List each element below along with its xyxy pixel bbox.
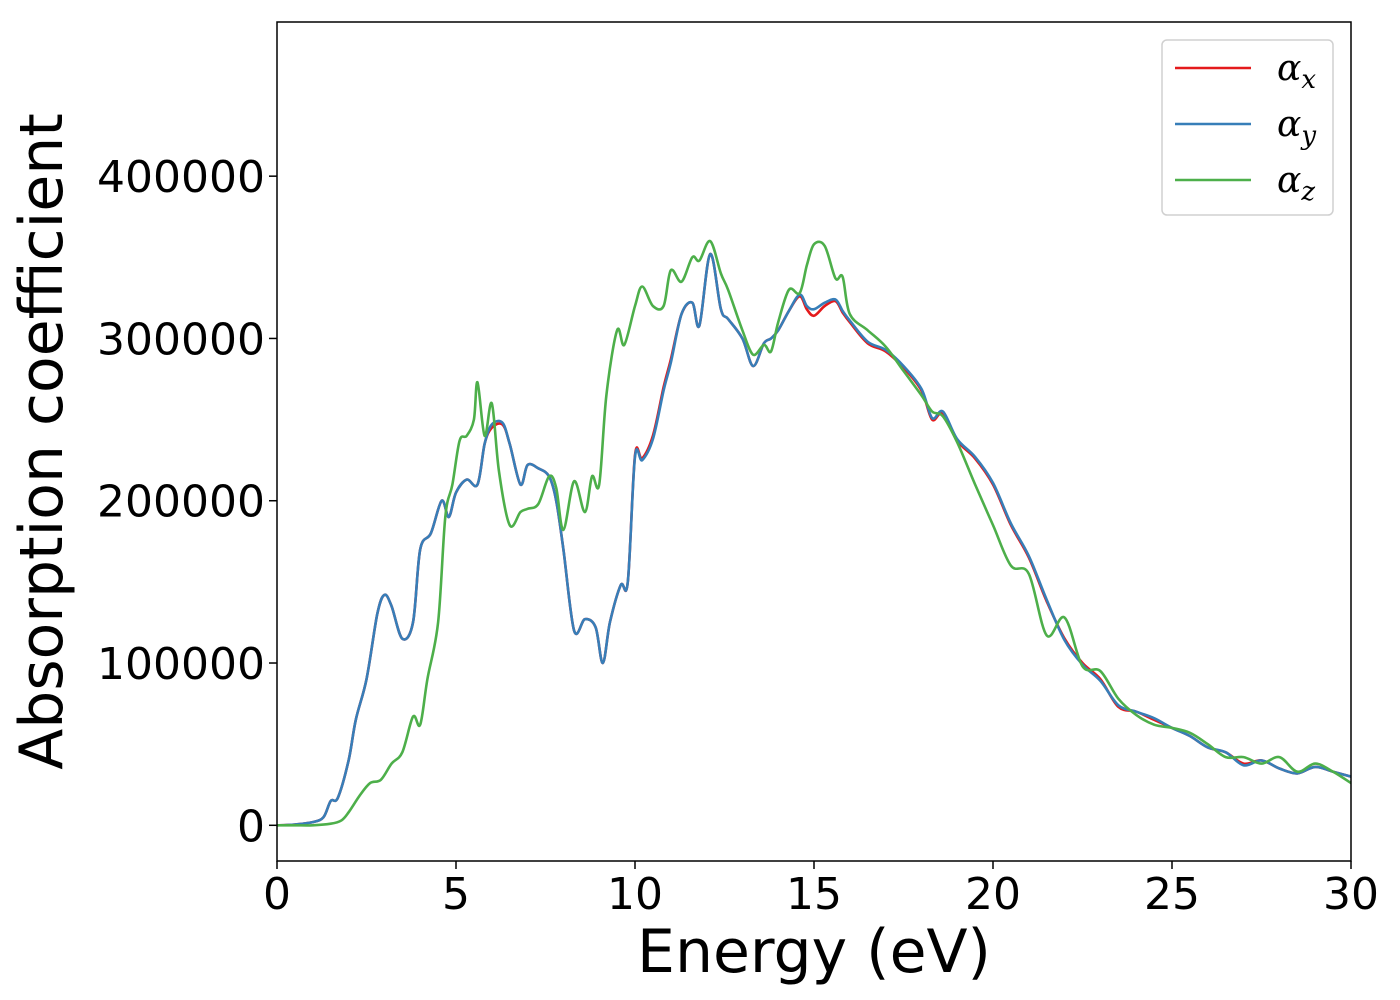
y-tick-label: 200000: [97, 477, 265, 528]
x-tick-label: 15: [786, 869, 842, 920]
series-layer: [277, 239, 1351, 827]
series-line-alpha-y: [277, 252, 1351, 827]
series-line-alpha-x: [277, 252, 1351, 827]
series-line-alpha-z: [277, 239, 1351, 827]
x-tick-label: 20: [965, 869, 1021, 920]
y-axis-title: Absorption coefficient: [7, 113, 77, 770]
x-axis-ticks: 0 5 10 15 20 25 30: [263, 861, 1379, 920]
y-tick-label: 100000: [97, 639, 265, 690]
x-tick-label: 10: [607, 869, 663, 920]
x-tick-label: 5: [442, 869, 470, 920]
x-tick-label: 30: [1323, 869, 1379, 920]
y-tick-label: 400000: [97, 152, 265, 203]
legend-box: [1161, 39, 1334, 216]
x-tick-label: 0: [263, 869, 291, 920]
y-tick-label: 300000: [97, 314, 265, 365]
y-axis-ticks: 0 100000 200000 300000 400000: [97, 152, 277, 852]
x-tick-label: 25: [1144, 869, 1200, 920]
y-tick-label: 0: [237, 801, 265, 852]
x-axis-title: Energy (eV): [637, 917, 991, 987]
